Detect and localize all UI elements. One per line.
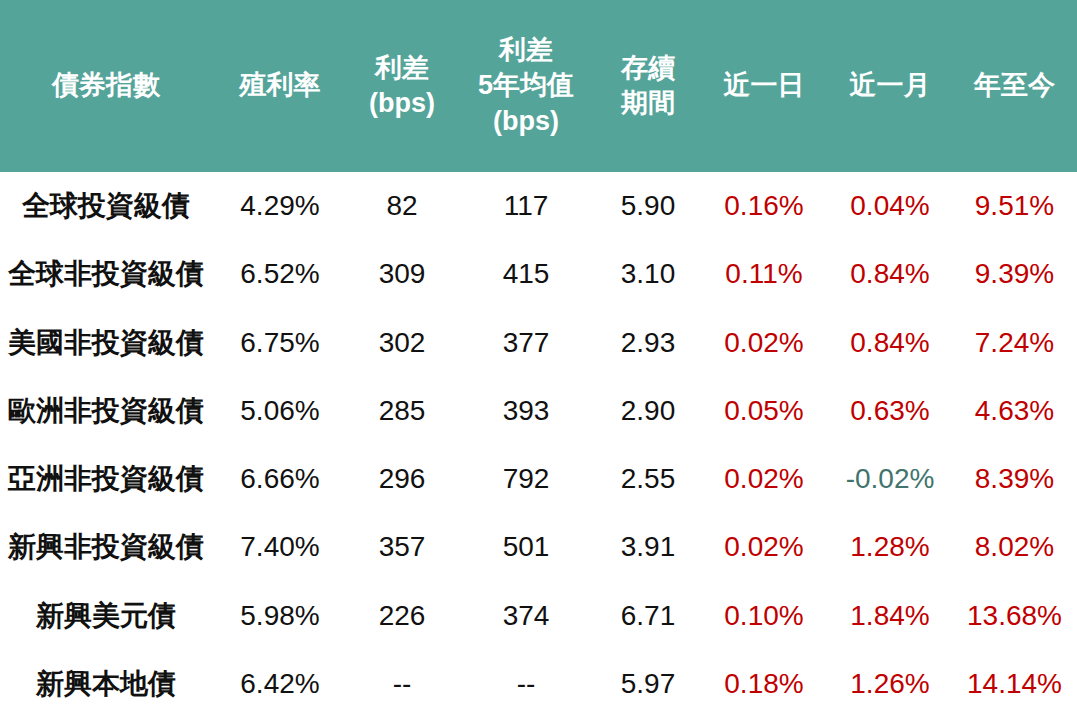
cell-yield: 6.75% xyxy=(212,309,348,377)
cell-yield: 6.52% xyxy=(212,240,348,308)
cell-duration: 6.71 xyxy=(596,582,700,650)
row-label: 全球投資級債 xyxy=(0,172,212,240)
cell-spread-5y-avg: 377 xyxy=(456,309,596,377)
cell-spread-5y-avg: 117 xyxy=(456,172,596,240)
header-row: 債券指數 殖利率 利差 (bps) 利差 5年均值 (bps) 存續 期間 近一… xyxy=(0,0,1077,172)
cell-spread: -- xyxy=(348,650,456,718)
row-label: 美國非投資級債 xyxy=(0,309,212,377)
col-header-1m-return: 近一月 xyxy=(828,0,952,172)
cell-1m-return: 1.84% xyxy=(828,582,952,650)
cell-1m-return: 0.63% xyxy=(828,377,952,445)
cell-spread: 226 xyxy=(348,582,456,650)
cell-yield: 5.98% xyxy=(212,582,348,650)
cell-1d-return: 0.16% xyxy=(700,172,828,240)
cell-yield: 6.42% xyxy=(212,650,348,718)
table-row: 全球非投資級債 6.52% 309 415 3.10 0.11% 0.84% 9… xyxy=(0,240,1077,308)
row-label: 新興美元債 xyxy=(0,582,212,650)
table-row: 亞洲非投資級債 6.66% 296 792 2.55 0.02% -0.02% … xyxy=(0,445,1077,513)
bond-index-table-page: 債券指數 殖利率 利差 (bps) 利差 5年均值 (bps) 存續 期間 近一… xyxy=(0,0,1077,718)
row-label: 歐洲非投資級債 xyxy=(0,377,212,445)
cell-1d-return: 0.11% xyxy=(700,240,828,308)
cell-1m-return: -0.02% xyxy=(828,445,952,513)
cell-spread: 302 xyxy=(348,309,456,377)
row-label: 亞洲非投資級債 xyxy=(0,445,212,513)
cell-spread: 309 xyxy=(348,240,456,308)
cell-1d-return: 0.02% xyxy=(700,513,828,581)
cell-duration: 2.90 xyxy=(596,377,700,445)
cell-yield: 5.06% xyxy=(212,377,348,445)
table-body: 全球投資級債 4.29% 82 117 5.90 0.16% 0.04% 9.5… xyxy=(0,172,1077,718)
cell-1d-return: 0.02% xyxy=(700,445,828,513)
col-header-spread-5y-avg: 利差 5年均值 (bps) xyxy=(456,0,596,172)
cell-1m-return: 1.28% xyxy=(828,513,952,581)
col-header-ytd-return: 年至今 xyxy=(952,0,1077,172)
cell-ytd-return: 4.63% xyxy=(952,377,1077,445)
col-header-1d-return: 近一日 xyxy=(700,0,828,172)
table-row: 新興美元債 5.98% 226 374 6.71 0.10% 1.84% 13.… xyxy=(0,582,1077,650)
cell-1d-return: 0.05% xyxy=(700,377,828,445)
row-label: 新興本地債 xyxy=(0,650,212,718)
cell-1d-return: 0.10% xyxy=(700,582,828,650)
cell-yield: 7.40% xyxy=(212,513,348,581)
col-header-bond-index: 債券指數 xyxy=(0,0,212,172)
cell-1d-return: 0.02% xyxy=(700,309,828,377)
cell-1m-return: 1.26% xyxy=(828,650,952,718)
cell-ytd-return: 8.02% xyxy=(952,513,1077,581)
cell-spread-5y-avg: 393 xyxy=(456,377,596,445)
table-row: 全球投資級債 4.29% 82 117 5.90 0.16% 0.04% 9.5… xyxy=(0,172,1077,240)
col-header-duration: 存續 期間 xyxy=(596,0,700,172)
table-row: 歐洲非投資級債 5.06% 285 393 2.90 0.05% 0.63% 4… xyxy=(0,377,1077,445)
table-row: 美國非投資級債 6.75% 302 377 2.93 0.02% 0.84% 7… xyxy=(0,309,1077,377)
cell-ytd-return: 13.68% xyxy=(952,582,1077,650)
table-row: 新興本地債 6.42% -- -- 5.97 0.18% 1.26% 14.14… xyxy=(0,650,1077,718)
cell-1m-return: 0.84% xyxy=(828,240,952,308)
cell-ytd-return: 8.39% xyxy=(952,445,1077,513)
cell-spread: 296 xyxy=(348,445,456,513)
col-header-spread: 利差 (bps) xyxy=(348,0,456,172)
cell-yield: 6.66% xyxy=(212,445,348,513)
row-label: 全球非投資級債 xyxy=(0,240,212,308)
cell-ytd-return: 7.24% xyxy=(952,309,1077,377)
cell-spread-5y-avg: 374 xyxy=(456,582,596,650)
cell-spread-5y-avg: 792 xyxy=(456,445,596,513)
cell-duration: 2.55 xyxy=(596,445,700,513)
table-row: 新興非投資級債 7.40% 357 501 3.91 0.02% 1.28% 8… xyxy=(0,513,1077,581)
cell-duration: 5.97 xyxy=(596,650,700,718)
cell-duration: 3.10 xyxy=(596,240,700,308)
bond-index-table: 債券指數 殖利率 利差 (bps) 利差 5年均值 (bps) 存續 期間 近一… xyxy=(0,0,1077,718)
cell-ytd-return: 9.51% xyxy=(952,172,1077,240)
cell-1d-return: 0.18% xyxy=(700,650,828,718)
table-header: 債券指數 殖利率 利差 (bps) 利差 5年均值 (bps) 存續 期間 近一… xyxy=(0,0,1077,172)
cell-1m-return: 0.04% xyxy=(828,172,952,240)
cell-spread: 285 xyxy=(348,377,456,445)
cell-spread: 357 xyxy=(348,513,456,581)
cell-spread-5y-avg: -- xyxy=(456,650,596,718)
cell-1m-return: 0.84% xyxy=(828,309,952,377)
col-header-yield: 殖利率 xyxy=(212,0,348,172)
cell-duration: 3.91 xyxy=(596,513,700,581)
row-label: 新興非投資級債 xyxy=(0,513,212,581)
cell-ytd-return: 14.14% xyxy=(952,650,1077,718)
cell-spread: 82 xyxy=(348,172,456,240)
cell-ytd-return: 9.39% xyxy=(952,240,1077,308)
cell-spread-5y-avg: 415 xyxy=(456,240,596,308)
cell-yield: 4.29% xyxy=(212,172,348,240)
cell-spread-5y-avg: 501 xyxy=(456,513,596,581)
cell-duration: 5.90 xyxy=(596,172,700,240)
cell-duration: 2.93 xyxy=(596,309,700,377)
